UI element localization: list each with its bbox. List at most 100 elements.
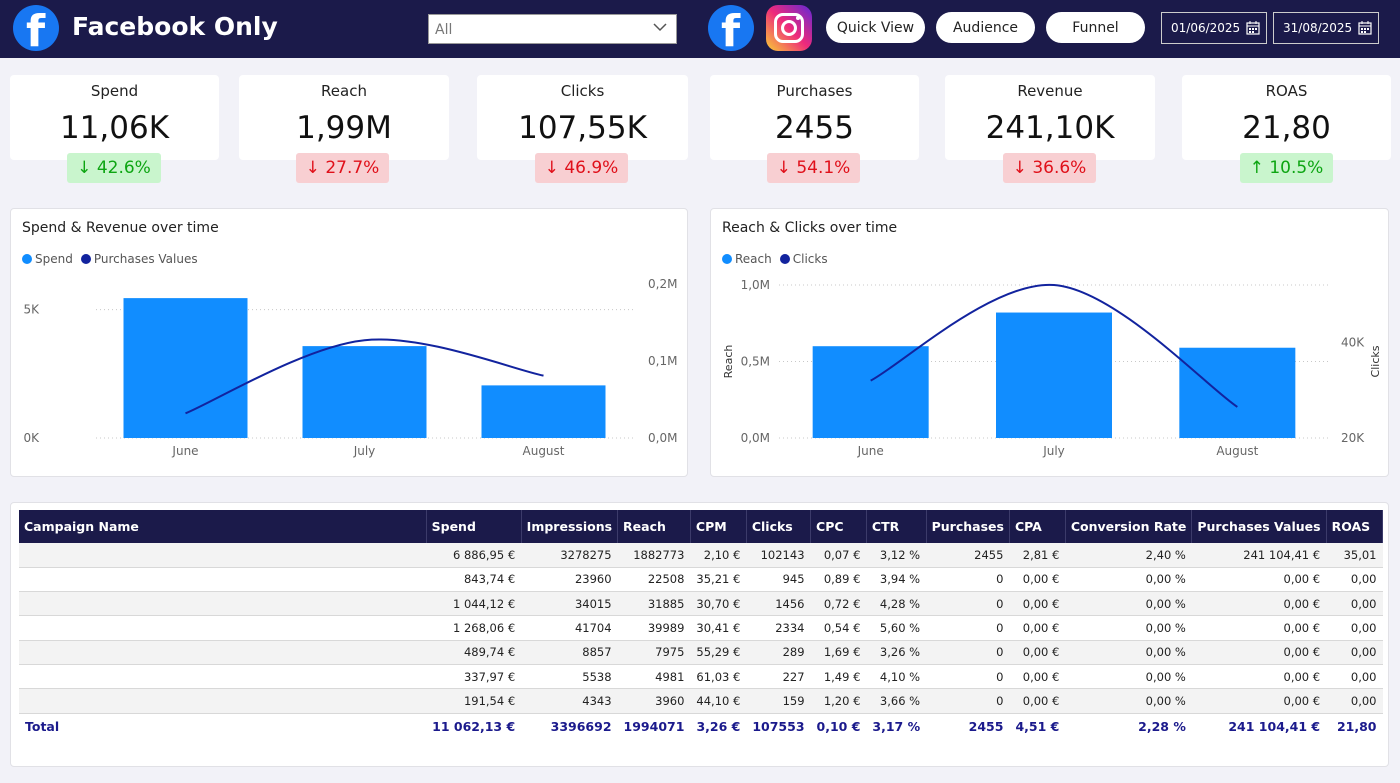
table-cell: 4,28 % <box>866 591 927 617</box>
legend-label: Reach <box>735 252 772 266</box>
header-bar: f Facebook Only All f Quick View Audienc… <box>0 0 1400 58</box>
start-date-value: 01/06/2025 <box>1171 21 1241 35</box>
column-header[interactable]: CTR <box>866 510 927 543</box>
column-header[interactable]: CPM <box>690 510 747 543</box>
kpi-label: Spend <box>90 82 139 100</box>
table-cell: 3,12 % <box>866 543 927 568</box>
table-cell: 0,00 % <box>1065 591 1192 617</box>
table-cell: 4,10 % <box>866 664 927 690</box>
table-cell: 7975 <box>617 640 691 665</box>
x-tick-label: August <box>1216 444 1258 458</box>
column-header[interactable]: CPA <box>1009 510 1066 543</box>
table-cell: 0,72 € <box>810 591 867 617</box>
table-cell: 0 <box>926 640 1010 665</box>
instagram-filter-icon[interactable] <box>766 5 812 51</box>
quick-view-button[interactable]: Quick View <box>826 12 925 43</box>
kpi-delta-reach: ↓ 27.7% <box>296 153 389 183</box>
table-cell: 2455 <box>926 543 1010 568</box>
kpi-value: 107,55K <box>518 110 647 146</box>
table-cell: 44,10 € <box>690 688 747 714</box>
column-header[interactable]: Purchases <box>926 510 1010 543</box>
table-cell: 0 <box>926 591 1010 617</box>
table-cell: 2,10 € <box>690 543 747 568</box>
legend-item[interactable]: Spend <box>22 252 73 266</box>
table-cell: 0,00 € <box>1191 664 1327 690</box>
end-date-value: 31/08/2025 <box>1283 21 1353 35</box>
column-header[interactable]: Impressions <box>521 510 619 543</box>
table-cell: 3278275 <box>521 543 618 568</box>
kpi-card-roas: ROAS 21,80 <box>1182 75 1391 160</box>
kpi-label: Revenue <box>1017 82 1083 100</box>
table-cell: 945 <box>746 567 811 593</box>
facebook-filter-icon[interactable]: f <box>708 5 754 51</box>
start-date-input[interactable]: 01/06/2025 <box>1161 12 1267 44</box>
total-cell: 2455 <box>926 712 1010 740</box>
table-cell: 0,00 <box>1326 591 1383 617</box>
table-cell: 30,41 € <box>690 615 747 641</box>
funnel-button[interactable]: Funnel <box>1046 12 1145 43</box>
table-cell: 1 044,12 € <box>426 591 522 617</box>
table-cell: 41704 <box>521 615 618 641</box>
table-row[interactable]: 1 268,06 €41704 39989 30,41 €2334 0,54 €5,6… <box>19 615 1383 641</box>
total-cell: Total <box>19 712 427 740</box>
total-cell: 107553 <box>746 712 811 740</box>
table-cell: 8857 <box>521 640 618 665</box>
table-cell: 0,07 € <box>810 543 867 568</box>
audience-button[interactable]: Audience <box>936 12 1035 43</box>
bar-june <box>123 298 248 438</box>
legend-item[interactable]: Purchases Values <box>80 252 198 266</box>
table-cell: 0,54 € <box>810 615 867 641</box>
series-line-clicks <box>870 283 1238 408</box>
bar-august <box>481 385 606 438</box>
column-header[interactable]: Reach <box>617 510 691 543</box>
table-cell: 3960 <box>617 688 691 714</box>
kpi-delta-clicks: ↓ 46.9% <box>535 153 628 183</box>
table-cell: 4981 <box>617 664 691 690</box>
total-cell: 21,80 <box>1326 712 1383 740</box>
legend-item[interactable]: Clicks <box>779 252 828 266</box>
column-header[interactable]: ROAS <box>1326 510 1384 543</box>
table-cell: 0 <box>926 615 1010 641</box>
chevron-down-icon <box>653 23 667 32</box>
table-row[interactable]: 191,54 €4343 3960 44,10 €159 1,20 €3,66 % 0 0… <box>19 688 1383 714</box>
table-cell: 0,00 € <box>1191 591 1327 617</box>
table-cell: 0 <box>926 688 1010 714</box>
table-cell: 1,49 € <box>810 664 867 690</box>
calendar-icon[interactable] <box>1246 21 1260 35</box>
reach-clicks-chart: Reach & Clicks over time Reach Clicks 0,… <box>710 208 1389 477</box>
table-row[interactable]: 6 886,95 €3278275 1882773 2,10 €102143 0,07… <box>19 543 1383 568</box>
y-tick-label: 1,0M <box>741 278 770 292</box>
column-header[interactable]: Campaign Name <box>19 510 427 543</box>
table-row[interactable]: 489,74 €8857 7975 55,29 €289 1,69 €3,26 % 0 0… <box>19 640 1383 665</box>
spend-revenue-chart: Spend & Revenue over time Spend Purchase… <box>10 208 688 477</box>
table-cell: 0,00 € <box>1009 688 1066 714</box>
campaign-filter-dropdown[interactable]: All <box>428 14 677 44</box>
kpi-value: 241,10K <box>985 110 1115 146</box>
kpi-card-purchases: Purchases 2455 <box>710 75 919 160</box>
column-header[interactable]: Conversion Rate <box>1065 510 1193 543</box>
table-row[interactable]: 843,74 €23960 22508 35,21 €945 0,89 €3,94 %… <box>19 567 1383 593</box>
calendar-icon[interactable] <box>1358 21 1372 35</box>
table-cell: 55,29 € <box>690 640 747 665</box>
dropdown-selected-value: All <box>435 22 453 38</box>
campaign-table-panel: Campaign Name Spend Impressions Reach CPM Cli… <box>10 502 1389 767</box>
column-header[interactable]: CPC <box>810 510 867 543</box>
legend-item[interactable]: Reach <box>722 252 772 266</box>
column-header[interactable]: Clicks <box>746 510 812 543</box>
table-row[interactable]: 337,97 €5538 4981 61,03 €227 1,49 €4,10 % 0 0… <box>19 664 1383 690</box>
end-date-input[interactable]: 31/08/2025 <box>1273 12 1379 44</box>
table-cell: 0,00 € <box>1191 567 1327 593</box>
table-cell: 30,70 € <box>690 591 747 617</box>
table-cell: 0,00 <box>1326 567 1383 593</box>
table-cell: 289 <box>746 640 811 665</box>
table-row[interactable]: 1 044,12 €34015 31885 30,70 €1456 0,72 €4,2… <box>19 591 1383 617</box>
table-header-row: Campaign Name Spend Impressions Reach CPM Cli… <box>19 510 1384 543</box>
total-cell: 4,51 € <box>1009 712 1066 740</box>
kpi-delta-spend: ↓ 42.6% <box>67 153 161 183</box>
column-header[interactable]: Spend <box>426 510 522 543</box>
legend-label: Spend <box>35 252 73 266</box>
table-cell: 2,40 % <box>1065 543 1192 568</box>
column-header[interactable]: Purchases Values <box>1191 510 1327 543</box>
table-cell: 0,00 € <box>1009 591 1066 617</box>
chart-legend: Reach Clicks <box>722 252 832 266</box>
